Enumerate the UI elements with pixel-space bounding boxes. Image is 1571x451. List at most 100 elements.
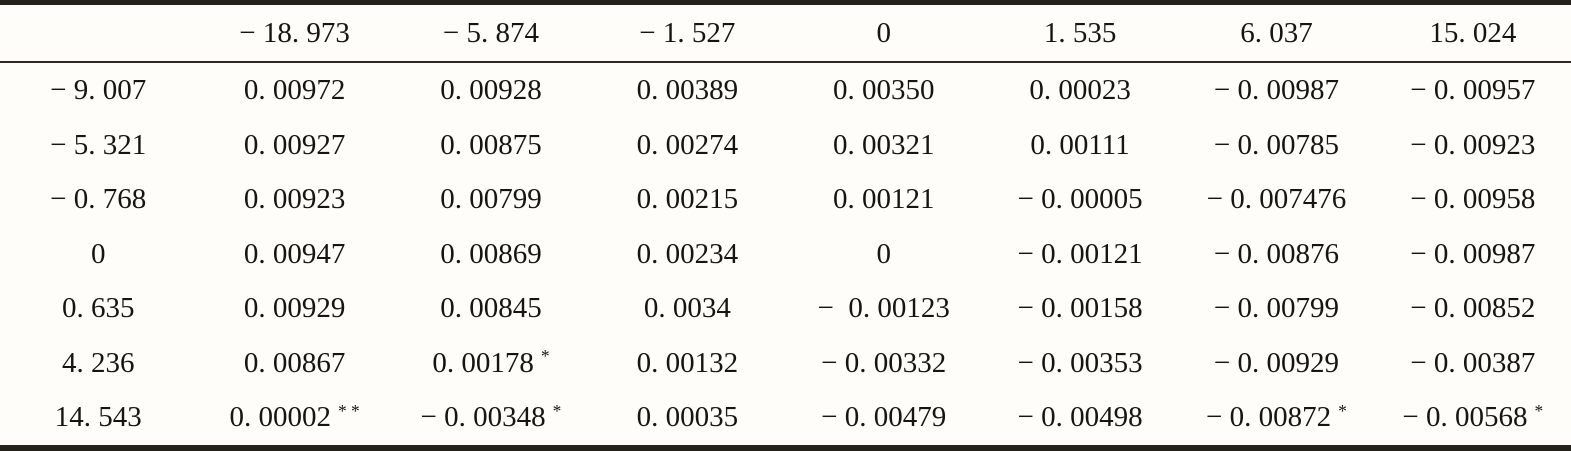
data-cell: 0. 00845 xyxy=(393,282,589,336)
data-cell: − 0. 00852 xyxy=(1375,282,1571,336)
row-header: 14. 543 xyxy=(0,390,196,445)
data-cell: 0. 00389 xyxy=(589,62,785,118)
cell-value: 0. 00321 xyxy=(832,128,935,161)
cell-value: − 0. 768 xyxy=(50,183,147,216)
table-row: 0. 635 0. 00929 0. 00845 0. 0034 − 0. 00123 −… xyxy=(0,282,1571,336)
cell-value: 0. 00799 xyxy=(440,183,542,216)
data-cell: 0. 00875 xyxy=(393,118,589,172)
cell-value: 0. 635 xyxy=(61,292,135,325)
data-cell: − 0. 00876 xyxy=(1178,227,1374,281)
data-cell: 0. 00923 xyxy=(196,173,392,227)
data-cell: 0. 00929 xyxy=(196,282,392,336)
row-header: − 5. 321 xyxy=(0,118,196,172)
row-header: − 0. 768 xyxy=(0,173,196,227)
cell-value: 0. 00274 xyxy=(636,128,739,161)
data-cell: − 0. 00121 xyxy=(982,227,1178,281)
cell-value: 0. 00035 xyxy=(636,401,739,434)
cell-value: − 0. 00957 xyxy=(1410,74,1536,107)
cell-value: − 0. 00387 xyxy=(1410,346,1536,379)
significance-asterisk: * xyxy=(1338,400,1347,421)
cell-value: 0. 00132 xyxy=(636,346,739,379)
data-cell: 0. 00972 xyxy=(196,62,392,118)
data-cell: 0. 00799 xyxy=(393,173,589,227)
cell-value: 0. 00002 xyxy=(229,401,331,434)
row-header: 0. 635 xyxy=(0,282,196,336)
data-cell: − 0. 00957 xyxy=(1375,62,1571,118)
cell-value: − 0. 007476 xyxy=(1206,183,1347,216)
data-cell: 0. 0034 xyxy=(589,282,785,336)
data-cell: − 0. 00799 xyxy=(1178,282,1374,336)
cell-value: − 0. 00353 xyxy=(1017,346,1143,379)
cell-value: − 0. 00799 xyxy=(1213,292,1339,325)
data-cell: 0. 00035 xyxy=(589,390,785,445)
cell-value: 0 xyxy=(90,237,106,270)
data-cell: 0. 00947 xyxy=(196,227,392,281)
data-cell: − 0. 00479 xyxy=(786,390,982,445)
cell-value: 0. 00234 xyxy=(636,237,739,270)
data-cell: 0. 00321 xyxy=(786,118,982,172)
cell-value: 0. 00178 xyxy=(432,346,534,379)
cell-value: − 0. 00929 xyxy=(1213,346,1339,379)
data-cell: − 0. 00158 xyxy=(982,282,1178,336)
data-cell: − 0. 00498 xyxy=(982,390,1178,445)
row-header: 4. 236 xyxy=(0,336,196,390)
cell-value: − 0. 00005 xyxy=(1017,183,1143,216)
cell-value: 0. 00929 xyxy=(243,292,346,325)
data-cell: 0. 00234 xyxy=(589,227,785,281)
data-cell: − 0. 00123 xyxy=(786,282,982,336)
data-cell: − 0. 00958 xyxy=(1375,173,1571,227)
data-table: − 18. 973− 5. 874− 1. 527 0 1. 535 6. 037 15… xyxy=(0,5,1571,445)
significance-asterisk: * xyxy=(552,400,562,421)
data-cell: − 0. 00929 xyxy=(1178,336,1374,390)
cell-value: 14. 543 xyxy=(54,401,142,434)
data-cell: − 0. 00332 xyxy=(786,336,982,390)
column-header: 6. 037 xyxy=(1178,5,1375,63)
data-cell: − 0. 00005 xyxy=(982,173,1178,227)
data-cell: − 0. 00923 xyxy=(1375,118,1571,172)
cell-value: 0. 00923 xyxy=(243,183,346,216)
column-header: 15. 024 xyxy=(1374,5,1571,63)
cell-value: − 0. 00852 xyxy=(1410,292,1536,325)
table-row: − 9. 007 0. 00972 0. 00928 0. 00389 0. 00350… xyxy=(0,62,1571,118)
data-cell: 0. 00927 xyxy=(196,118,392,172)
cell-value: 0. 00927 xyxy=(243,128,346,161)
data-cell: 0. 00350 xyxy=(786,62,982,118)
cell-value: − 0. 00479 xyxy=(821,401,947,434)
data-cell: 0. 00121 xyxy=(786,173,982,227)
row-header: 0 xyxy=(0,227,196,281)
cell-value: 0. 00121 xyxy=(832,183,935,216)
cell-value: 0. 00215 xyxy=(636,183,739,216)
data-cell: − 0. 00987 xyxy=(1375,227,1571,281)
header-row: − 18. 973− 5. 874− 1. 527 0 1. 535 6. 037 15… xyxy=(0,5,1571,63)
data-cell: 0. 00023 xyxy=(982,62,1178,118)
table-row: − 0. 768 0. 00923 0. 00799 0. 00215 0. 00121… xyxy=(0,173,1571,227)
data-cell: − 0. 00568 * xyxy=(1375,390,1571,445)
corner-cell xyxy=(0,5,197,63)
cell-value: 4. 236 xyxy=(61,346,135,379)
cell-value: − 5. 321 xyxy=(50,128,147,161)
data-cell: − 0. 007476 xyxy=(1178,173,1374,227)
cell-value: − 0. 00923 xyxy=(1410,128,1536,161)
column-header: − 1. 527 xyxy=(589,5,786,63)
data-cell: − 0. 00348 * xyxy=(393,390,589,445)
data-cell: 0. 00215 xyxy=(589,173,785,227)
data-cell: 0. 00002 * * xyxy=(196,390,392,445)
row-header: − 9. 007 xyxy=(0,62,196,118)
significance-asterisk: * * xyxy=(337,400,360,421)
cell-value: − 0. 00332 xyxy=(821,346,947,379)
cell-value: 0. 00972 xyxy=(243,74,346,107)
cell-value: 0 xyxy=(876,237,891,270)
significance-asterisk: * xyxy=(540,346,550,367)
data-cell: 0. 00132 xyxy=(589,336,785,390)
cell-value: − 0. 00121 xyxy=(1017,237,1143,270)
cell-value: 0. 00023 xyxy=(1029,74,1131,107)
data-cell: − 0. 00387 xyxy=(1375,336,1571,390)
cell-value: − 9. 007 xyxy=(50,74,147,107)
data-cell: 0 xyxy=(786,227,982,281)
cell-value: − 0. 00568 xyxy=(1402,401,1528,434)
data-cell: 0. 00867 xyxy=(196,336,392,390)
cell-value: − 0. 00872 xyxy=(1206,401,1332,434)
cell-value: − 0. 00785 xyxy=(1213,128,1339,161)
data-cell: − 0. 00353 xyxy=(982,336,1178,390)
